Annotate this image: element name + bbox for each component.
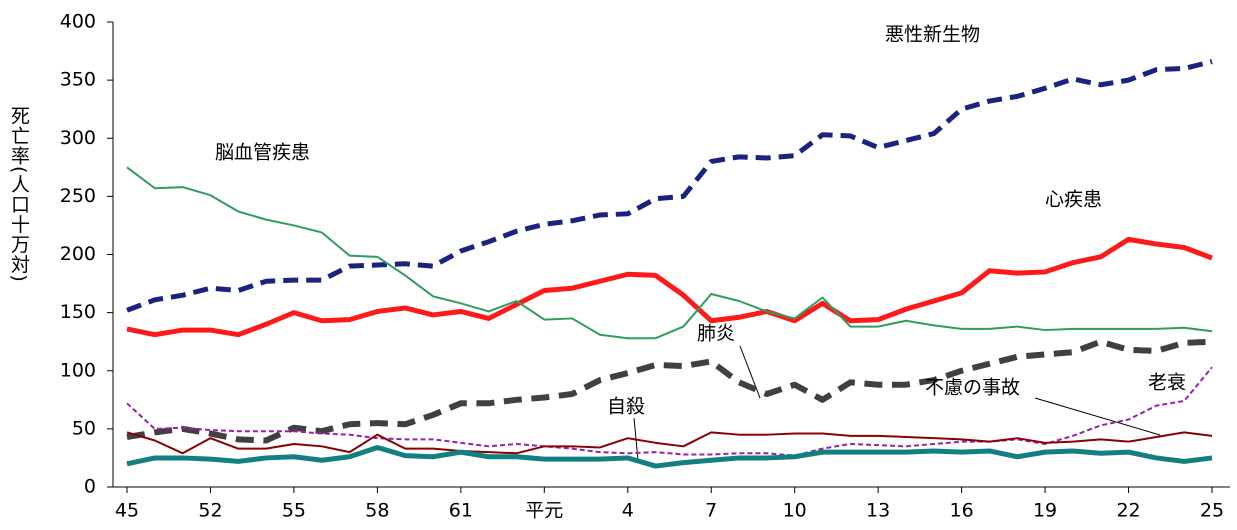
series-label: 脳血管疾患 [215,142,310,164]
x-tick-label: 52 [198,500,222,522]
x-tick-label: 19 [1033,500,1057,522]
series-line [126,236,1213,338]
y-tick-label: 0 [84,476,96,498]
series-line [126,338,1213,444]
leader-line [1034,397,1161,436]
y-tick-label: 350 [60,69,96,91]
x-tick-label: 13 [866,500,890,522]
series-label: 肺炎 [697,323,735,345]
series-label: 心疾患 [1045,189,1102,211]
x-tick-label: 平元 [525,500,563,522]
series-label: 不慮の事故 [925,377,1020,399]
series-line [126,59,1213,313]
x-tick-label: 7 [705,500,717,522]
y-tick-label: 400 [60,11,96,33]
series-label: 自殺 [607,396,645,418]
y-tick-label: 150 [60,301,96,323]
x-tick-label: 10 [783,500,807,522]
series-line [126,366,1213,457]
x-tick-label: 25 [1200,500,1224,522]
y-tick-label: 100 [60,359,96,381]
leader-line [739,345,761,399]
y-tick-label: 300 [60,127,96,149]
series-line [126,444,1213,469]
x-tick-label: 4 [622,500,634,522]
x-tick-label: 16 [950,500,974,522]
series-line [126,166,1213,340]
x-tick-label: 58 [365,500,389,522]
y-tick-label: 250 [60,185,96,207]
x-tick-label: 55 [282,500,306,522]
x-tick-label: 22 [1116,500,1140,522]
series-label: 悪性新生物 [885,24,980,46]
y-tick-label: 50 [72,417,96,439]
x-tick-label: 61 [449,500,473,522]
x-tick-label: 45 [115,500,139,522]
series-line [126,431,1213,455]
y-tick-label: 200 [60,243,96,265]
y-axis-label: 死亡率(人口十万対) [8,106,30,283]
series-label: 老衰 [1148,372,1186,394]
